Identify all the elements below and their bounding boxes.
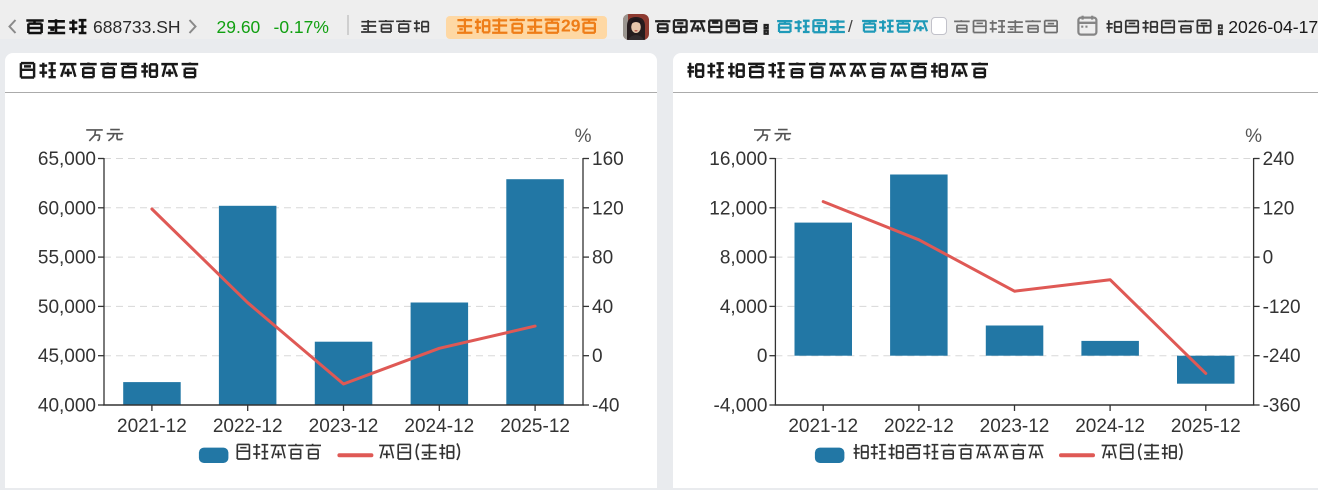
- svg-text:2025-12: 2025-12: [1171, 416, 1241, 437]
- svg-text:-240: -240: [1263, 346, 1301, 367]
- svg-text:16,000: 16,000: [709, 149, 767, 170]
- svg-text:12,000: 12,000: [709, 198, 767, 219]
- svg-text:4,000: 4,000: [720, 297, 768, 318]
- svg-text:240: 240: [1263, 149, 1295, 170]
- svg-text:65,000: 65,000: [38, 149, 96, 170]
- svg-text:2025-12: 2025-12: [500, 416, 570, 437]
- svg-text:-40: -40: [592, 396, 619, 417]
- svg-text:2023-12: 2023-12: [309, 416, 379, 437]
- svg-text:0: 0: [1263, 248, 1274, 269]
- svg-text:160: 160: [592, 149, 624, 170]
- svg-text:120: 120: [592, 198, 624, 219]
- svg-text:-4,000: -4,000: [714, 396, 768, 417]
- svg-text:2: 2: [561, 17, 571, 35]
- svg-text:40,000: 40,000: [38, 396, 96, 417]
- svg-text:0: 0: [757, 346, 768, 367]
- svg-text:2021-12: 2021-12: [788, 416, 858, 437]
- svg-text:2024-12: 2024-12: [1075, 416, 1145, 437]
- svg-text:0: 0: [592, 346, 603, 367]
- svg-text:9: 9: [570, 17, 580, 35]
- svg-text:2023-12: 2023-12: [980, 416, 1050, 437]
- svg-text:2021-12: 2021-12: [117, 416, 187, 437]
- svg-text:-120: -120: [1263, 297, 1301, 318]
- svg-text:40: 40: [592, 297, 613, 318]
- svg-text:45,000: 45,000: [38, 346, 96, 367]
- svg-text:2022-12: 2022-12: [884, 416, 954, 437]
- svg-text:%: %: [575, 126, 592, 147]
- svg-text:2024-12: 2024-12: [404, 416, 474, 437]
- svg-text:2022-12: 2022-12: [213, 416, 283, 437]
- svg-text:120: 120: [1263, 198, 1295, 219]
- svg-text:50,000: 50,000: [38, 297, 96, 318]
- svg-text:8,000: 8,000: [720, 248, 768, 269]
- svg-text:%: %: [1245, 126, 1262, 147]
- svg-text:60,000: 60,000: [38, 198, 96, 219]
- svg-text:80: 80: [592, 248, 613, 269]
- svg-text:55,000: 55,000: [38, 248, 96, 269]
- svg-text:-360: -360: [1263, 396, 1301, 417]
